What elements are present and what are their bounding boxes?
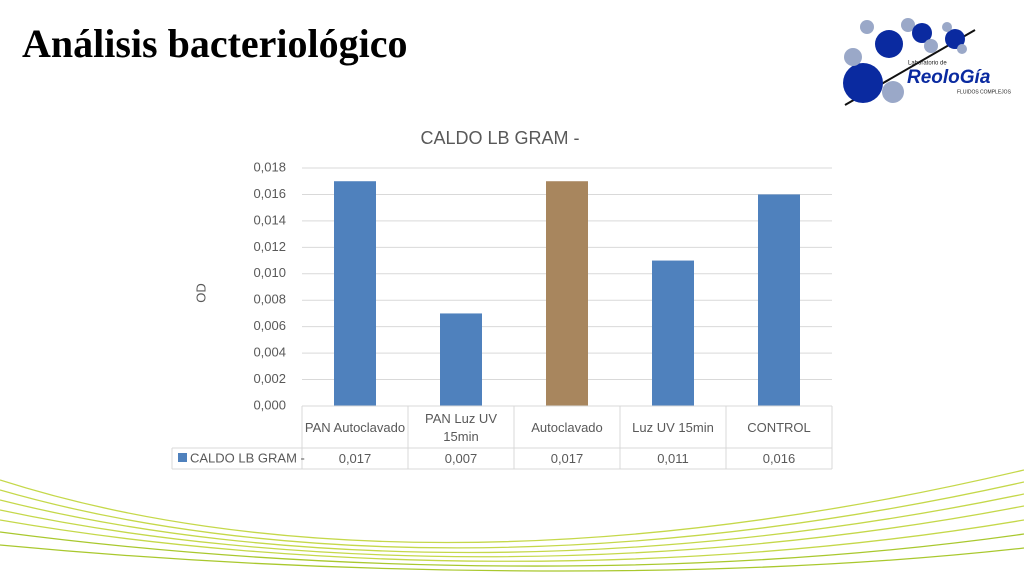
y-axis-label: OD [193, 283, 208, 303]
y-tick-label: 0,012 [253, 239, 286, 254]
bar [440, 313, 482, 406]
chart-title: CALDO LB GRAM - [420, 128, 579, 148]
y-tick-label: 0,002 [253, 371, 286, 386]
value-label: 0,016 [762, 451, 796, 467]
logo-bottom: FLUIDOS COMPLEJOS [957, 89, 1012, 95]
bar [334, 181, 376, 406]
logo-top: Laboratorio de [908, 61, 947, 67]
value-label: 0,017 [550, 451, 584, 467]
value-label-box: 0,016 [762, 451, 796, 467]
y-tick-label: 0,016 [253, 186, 286, 201]
bar [546, 181, 588, 406]
bar [758, 194, 800, 406]
x-tick-label: PAN Luz UV 15min [424, 410, 497, 444]
y-tick-label: 0,010 [253, 265, 286, 280]
logo: Laboratorio de ReoloGía FLUIDOS COMPLEJO… [843, 18, 1012, 106]
x-tick-label-box: PAN Autoclavado [304, 419, 406, 435]
value-label: 0,017 [338, 451, 372, 467]
x-tick-label-box: CONTROL [747, 419, 811, 435]
logo-name: ReoloGía [907, 67, 991, 88]
y-tick-label: 0,014 [253, 212, 286, 227]
y-tick-label: 0,000 [253, 397, 286, 412]
x-tick-label: PAN Autoclavado [304, 419, 406, 435]
value-label: 0,007 [444, 451, 478, 467]
y-tick-label: 0,008 [253, 292, 286, 307]
value-label-box: 0,017 [338, 451, 372, 467]
x-tick-label-box: Autoclavado [531, 419, 603, 435]
x-tick-label: CONTROL [747, 419, 811, 435]
legend-label: CALDO LB GRAM - [190, 450, 305, 465]
y-tick-label: 0,018 [253, 159, 286, 174]
slide-title: Análisis bacteriológico [22, 21, 408, 66]
bar [652, 260, 694, 406]
legend-key [178, 453, 187, 462]
x-tick-label: Luz UV 15min [632, 419, 714, 435]
x-tick-label-box: Luz UV 15min [632, 419, 714, 435]
value-label-box: 0,011 [657, 451, 689, 467]
value-label: 0,011 [657, 451, 689, 467]
decor-lines [0, 469, 1024, 572]
x-tick-label-box: PAN Luz UV 15min [424, 410, 497, 444]
x-tick-label: Autoclavado [531, 419, 603, 435]
y-tick-label: 0,006 [253, 318, 286, 333]
value-label-box: 0,007 [444, 451, 478, 467]
y-tick-label: 0,004 [253, 345, 286, 360]
value-label-box: 0,017 [550, 451, 584, 467]
